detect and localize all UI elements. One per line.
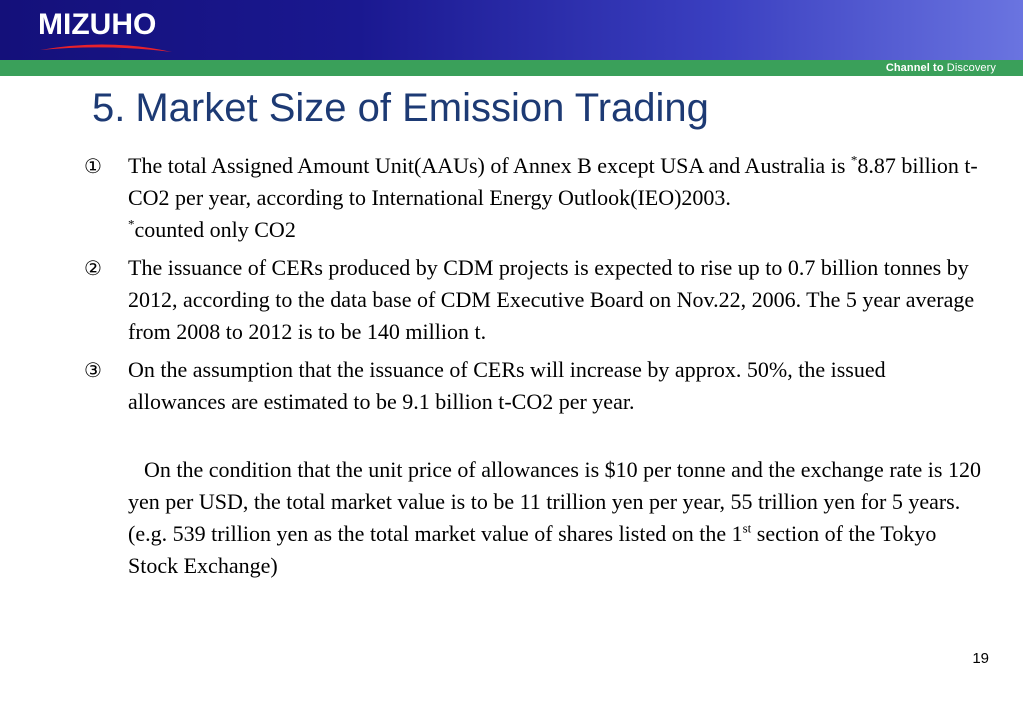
slide-content: ① The total Assigned Amount Unit(AAUs) o… bbox=[82, 150, 982, 582]
logo-swoosh-icon bbox=[40, 44, 172, 52]
logo-text: MIZUHO bbox=[38, 8, 157, 41]
note-asterisk: * bbox=[128, 216, 135, 232]
page-number: 19 bbox=[972, 650, 989, 667]
asterisk: * bbox=[850, 152, 858, 168]
tagline-bold: Channel to bbox=[885, 62, 944, 74]
tagline-rest: Discovery bbox=[943, 62, 996, 74]
paragraph-text: On the condition that the unit price of … bbox=[128, 457, 981, 546]
mizuho-logo: MIZUHO bbox=[38, 8, 188, 56]
title-text: Market Size of Emission Trading bbox=[135, 86, 709, 130]
title-number: 5. bbox=[92, 86, 126, 130]
list-item: ② The issuance of CERs produced by CDM p… bbox=[82, 252, 982, 348]
item-marker: ② bbox=[84, 256, 102, 280]
item-marker: ① bbox=[84, 154, 102, 178]
market-value-paragraph: On the condition that the unit price of … bbox=[82, 454, 982, 582]
item-text: 8.87 billion t-CO2 per year, according t… bbox=[128, 153, 978, 210]
item-marker: ③ bbox=[84, 358, 102, 382]
footnote-text: counted only CO2 bbox=[134, 217, 296, 242]
list-item: ③ On the assumption that the issuance of… bbox=[82, 354, 982, 418]
paragraph-text: section of the Tokyo Stock Exchange) bbox=[128, 521, 937, 578]
header-bar bbox=[0, 0, 1023, 60]
item-text: The issuance of CERs produced by CDM pro… bbox=[128, 255, 975, 344]
tagline: Channel to Discovery bbox=[886, 62, 996, 74]
list-item: ① The total Assigned Amount Unit(AAUs) o… bbox=[82, 150, 982, 246]
item-text: On the assumption that the issuance of C… bbox=[128, 357, 886, 414]
ordinal-suffix: st bbox=[742, 520, 752, 536]
slide-title: 5. Market Size of Emission Trading bbox=[92, 84, 709, 132]
header-accent-bar bbox=[0, 60, 1023, 76]
item-text: The total Assigned Amount Unit(AAUs) of … bbox=[128, 153, 851, 178]
